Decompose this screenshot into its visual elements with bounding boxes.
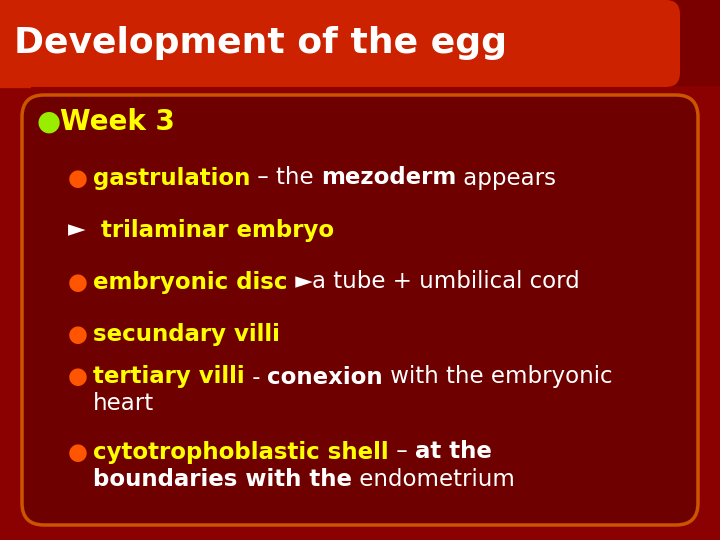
- Text: ●: ●: [68, 441, 88, 463]
- Text: ●: ●: [68, 271, 88, 294]
- Text: mezoderm: mezoderm: [321, 166, 456, 190]
- Text: gastrulation: gastrulation: [93, 166, 251, 190]
- Text: -: -: [245, 366, 267, 388]
- Text: conexion: conexion: [267, 366, 383, 388]
- Bar: [0, 0, 720, 85]
- Text: cytotrophoblastic shell: cytotrophoblastic shell: [93, 441, 389, 463]
- Text: heart: heart: [93, 392, 154, 415]
- Text: at the: at the: [415, 441, 492, 463]
- Text: a tube + umbilical cord: a tube + umbilical cord: [312, 271, 580, 294]
- Text: ►: ►: [287, 271, 312, 294]
- FancyBboxPatch shape: [0, 0, 680, 87]
- Text: with the embryonic: with the embryonic: [383, 366, 613, 388]
- Bar: [0, 0, 665, 73]
- Text: Development of the egg: Development of the egg: [14, 26, 507, 60]
- Text: – the: – the: [251, 166, 321, 190]
- Text: ●: ●: [68, 166, 88, 190]
- Text: trilaminar embryo: trilaminar embryo: [93, 219, 334, 241]
- Text: tertiary villi: tertiary villi: [93, 366, 245, 388]
- Text: Week 3: Week 3: [60, 108, 175, 136]
- Text: embryonic disc: embryonic disc: [93, 271, 287, 294]
- Text: endometrium: endometrium: [352, 469, 515, 491]
- FancyBboxPatch shape: [22, 95, 698, 525]
- Text: appears: appears: [456, 166, 557, 190]
- Bar: [0, 0, 30, 87]
- Text: ►: ►: [68, 219, 86, 241]
- Text: boundaries with the: boundaries with the: [93, 469, 352, 491]
- Text: ●: ●: [68, 366, 88, 388]
- Text: –: –: [389, 441, 415, 463]
- Text: secundary villi: secundary villi: [93, 322, 280, 346]
- Text: ●: ●: [36, 108, 60, 136]
- Text: ●: ●: [68, 322, 88, 346]
